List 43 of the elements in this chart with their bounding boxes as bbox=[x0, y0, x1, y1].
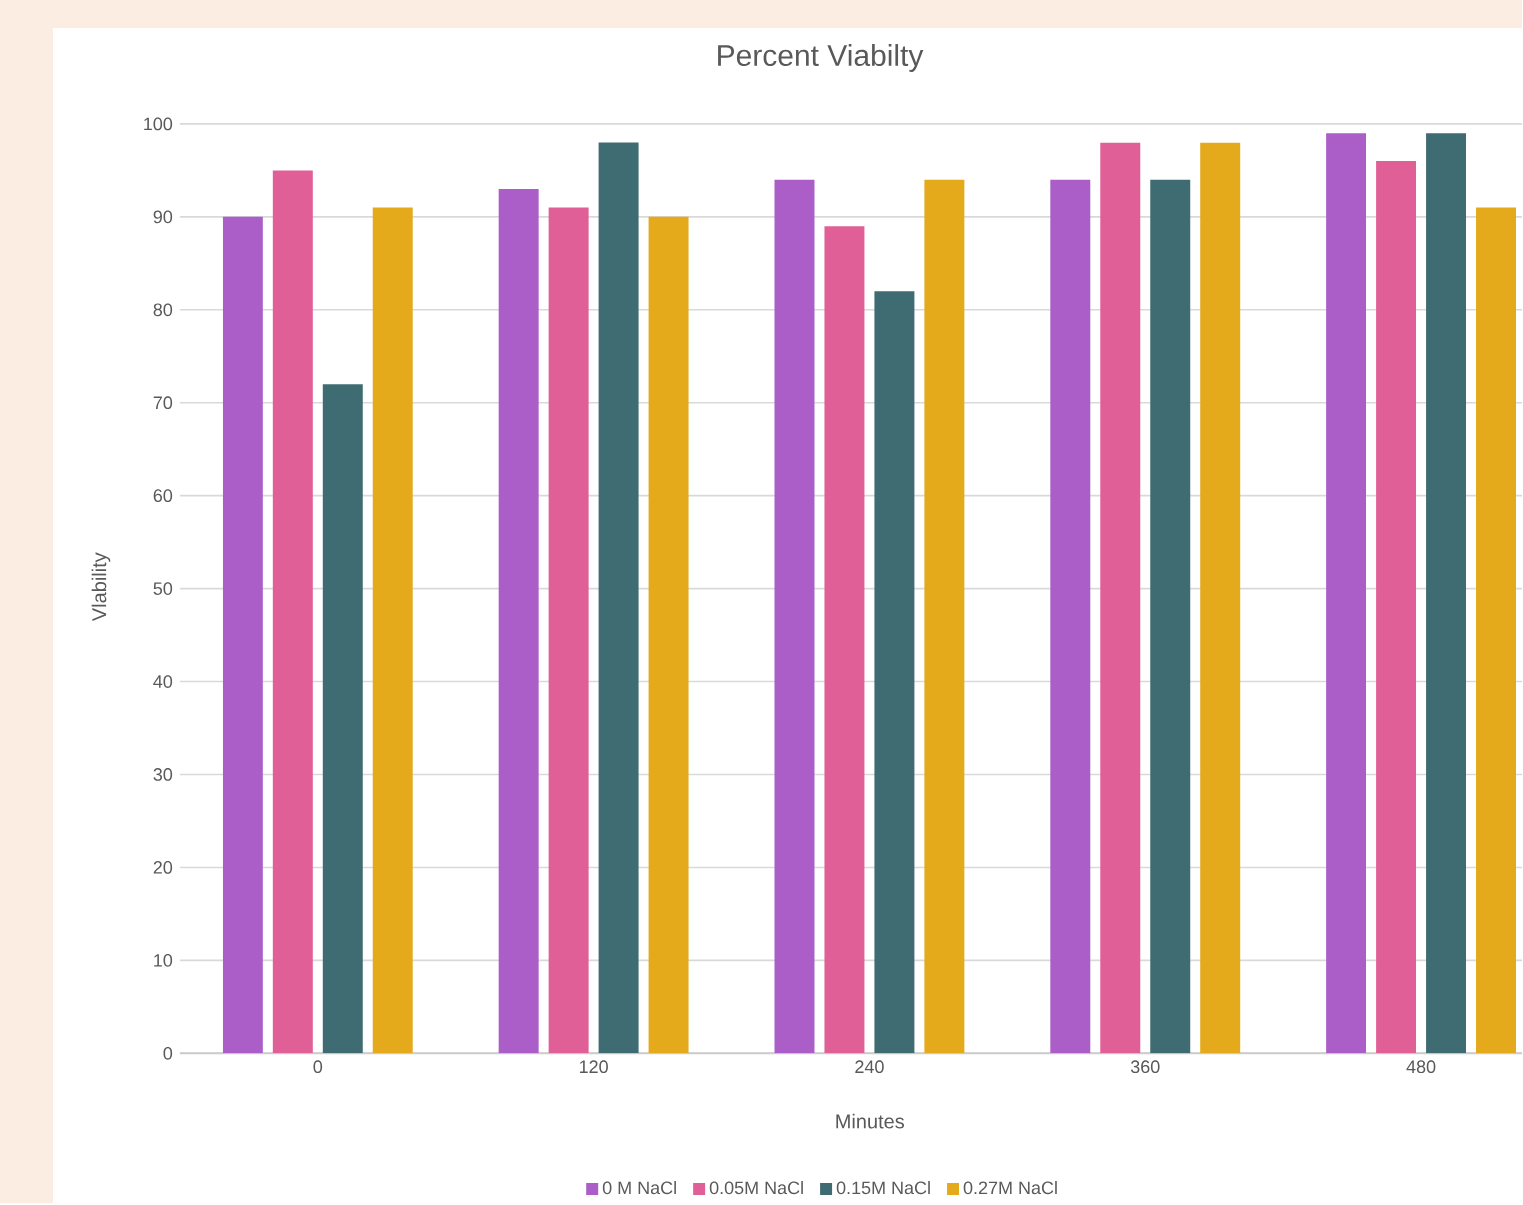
y-tick-label: 70 bbox=[153, 396, 173, 410]
bar bbox=[824, 226, 865, 1054]
legend-label: 0.15M NaCl bbox=[836, 1180, 930, 1195]
y-tick-label: 10 bbox=[154, 953, 173, 967]
bar bbox=[1200, 142, 1241, 1054]
bar bbox=[322, 384, 363, 1054]
x-tick-label: 480 bbox=[1406, 1060, 1436, 1074]
x-tick-label: 0 bbox=[313, 1060, 323, 1074]
legend-label: 0.05M NaCl bbox=[709, 1180, 803, 1195]
y-tick-label: 20 bbox=[153, 861, 173, 874]
bar bbox=[498, 188, 539, 1054]
bar bbox=[1476, 207, 1517, 1054]
bar bbox=[1100, 142, 1141, 1054]
bar bbox=[924, 179, 965, 1054]
bar bbox=[598, 142, 639, 1054]
legend-label: 0.27M NaCl bbox=[963, 1180, 1057, 1195]
bar bbox=[272, 170, 313, 1054]
bar bbox=[1050, 179, 1091, 1054]
y-tick-label: 40 bbox=[153, 675, 173, 688]
y-tick-label: 80 bbox=[153, 303, 173, 317]
y-axis-title: Vlability bbox=[91, 552, 111, 622]
x-tick-label: 240 bbox=[855, 1060, 884, 1074]
bar bbox=[548, 207, 589, 1054]
y-tick-label: 100 bbox=[144, 117, 173, 131]
bar bbox=[372, 207, 413, 1054]
bar bbox=[1326, 133, 1367, 1054]
bar bbox=[774, 179, 815, 1054]
bar bbox=[648, 216, 689, 1054]
x-tick-label: 120 bbox=[579, 1060, 608, 1074]
y-tick-label: 30 bbox=[153, 768, 173, 781]
bar bbox=[1150, 179, 1191, 1054]
bar bbox=[1426, 133, 1467, 1054]
bar bbox=[1376, 161, 1417, 1054]
x-axis-title: Minutes bbox=[836, 1113, 905, 1129]
bar bbox=[874, 291, 915, 1054]
x-tick-label: 360 bbox=[1130, 1060, 1160, 1074]
y-tick-label: 60 bbox=[153, 489, 173, 503]
chart-title: Percent Viabilty bbox=[718, 44, 924, 72]
y-tick-label: 90 bbox=[153, 210, 173, 224]
y-tick-label: 0 bbox=[163, 1046, 173, 1060]
legend-label: 0 M NaCl bbox=[602, 1180, 676, 1195]
y-tick-label: 50 bbox=[153, 582, 173, 595]
bar bbox=[222, 216, 263, 1054]
